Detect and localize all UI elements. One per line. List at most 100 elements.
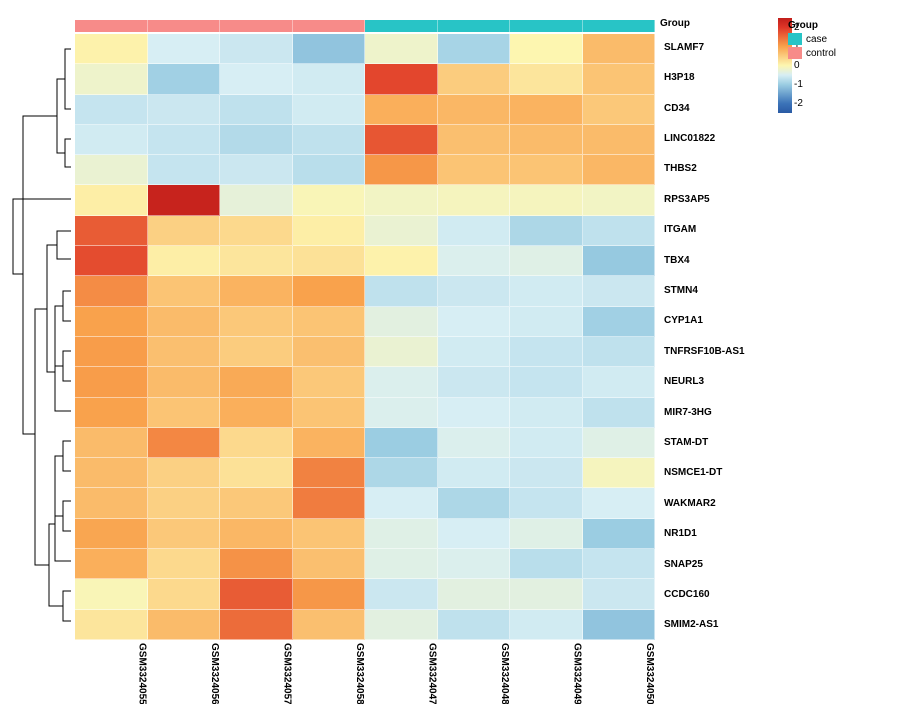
heatmap-cell bbox=[293, 458, 366, 488]
heatmap-cell bbox=[75, 125, 148, 155]
heatmap-cell bbox=[220, 367, 293, 397]
heatmap-cell bbox=[510, 155, 583, 185]
heatmap-cell bbox=[365, 398, 438, 428]
heatmap-cell bbox=[510, 367, 583, 397]
heatmap-cell bbox=[220, 337, 293, 367]
row-label: NR1D1 bbox=[660, 519, 770, 549]
heatmap-row bbox=[75, 428, 655, 458]
heatmap-cell bbox=[293, 216, 366, 246]
heatmap-row bbox=[75, 155, 655, 185]
heatmap-figure: Group SLAMF7H3P18CD34LINC01822THBS2RPS3A… bbox=[0, 0, 900, 700]
heatmap-cell bbox=[220, 610, 293, 640]
dendro-branch bbox=[57, 231, 71, 259]
heatmap-cell bbox=[365, 246, 438, 276]
heatmap-row bbox=[75, 579, 655, 609]
heatmap-cell bbox=[293, 276, 366, 306]
row-dendrogram bbox=[5, 34, 73, 640]
heatmap-cell bbox=[75, 185, 148, 215]
heatmap-cell bbox=[365, 307, 438, 337]
column-labels: GSM3324055GSM3324056GSM3324057GSM3324058… bbox=[75, 645, 655, 700]
heatmap-cell bbox=[293, 337, 366, 367]
heatmap-cell bbox=[220, 246, 293, 276]
heatmap-cell bbox=[510, 185, 583, 215]
heatmap-cell bbox=[220, 428, 293, 458]
heatmap-cell bbox=[220, 307, 293, 337]
heatmap-row bbox=[75, 95, 655, 125]
heatmap-cell bbox=[438, 519, 511, 549]
colorbar-tick: 0 bbox=[794, 60, 800, 71]
heatmap-cell bbox=[365, 34, 438, 64]
heatmap-cell bbox=[583, 610, 656, 640]
heatmap-cell bbox=[148, 549, 221, 579]
heatmap-cell bbox=[148, 185, 221, 215]
dendro-branch bbox=[63, 441, 71, 471]
legend-item: control bbox=[788, 47, 888, 59]
heatmap-cell bbox=[148, 34, 221, 64]
heatmap-cell bbox=[293, 519, 366, 549]
heatmap-cell bbox=[293, 155, 366, 185]
row-label: SMIM2-AS1 bbox=[660, 610, 770, 640]
heatmap-cell bbox=[293, 367, 366, 397]
heatmap-cell bbox=[365, 549, 438, 579]
heatmap-cell bbox=[75, 216, 148, 246]
heatmap-cell bbox=[510, 34, 583, 64]
heatmap-cell bbox=[438, 367, 511, 397]
heatmap-row bbox=[75, 246, 655, 276]
dendro-branch bbox=[65, 49, 71, 109]
group-cell bbox=[148, 20, 221, 32]
heatmap-cell bbox=[510, 246, 583, 276]
heatmap-cell bbox=[438, 276, 511, 306]
heatmap-cell bbox=[75, 95, 148, 125]
heatmap-cell bbox=[510, 488, 583, 518]
heatmap-cell bbox=[365, 458, 438, 488]
heatmap-cell bbox=[365, 428, 438, 458]
row-label: RPS3AP5 bbox=[660, 184, 770, 214]
heatmap-cell bbox=[293, 488, 366, 518]
heatmap-row bbox=[75, 337, 655, 367]
heatmap-cell bbox=[438, 428, 511, 458]
heatmap-cell bbox=[438, 337, 511, 367]
heatmap-cell bbox=[510, 307, 583, 337]
heatmap-cell bbox=[510, 64, 583, 94]
heatmap-cell bbox=[148, 519, 221, 549]
heatmap-row bbox=[75, 610, 655, 640]
heatmap-row bbox=[75, 307, 655, 337]
heatmap-cell bbox=[75, 367, 148, 397]
column-label: GSM3324049 bbox=[510, 645, 583, 700]
group-legend: Group case control bbox=[788, 20, 888, 61]
heatmap-cell bbox=[75, 307, 148, 337]
dendro-branch bbox=[55, 456, 63, 516]
heatmap-cell bbox=[438, 64, 511, 94]
dendro-branch bbox=[65, 139, 71, 167]
heatmap-cell bbox=[583, 519, 656, 549]
legend-label: case bbox=[806, 34, 827, 45]
heatmap-cell bbox=[293, 34, 366, 64]
group-cell bbox=[75, 20, 148, 32]
heatmap-cell bbox=[365, 125, 438, 155]
heatmap-cell bbox=[510, 549, 583, 579]
heatmap-cell bbox=[220, 64, 293, 94]
group-cell bbox=[220, 20, 293, 32]
heatmap-row bbox=[75, 458, 655, 488]
dendro-branch bbox=[23, 116, 57, 434]
heatmap-cell bbox=[365, 95, 438, 125]
row-label: MIR7-3HG bbox=[660, 397, 770, 427]
heatmap-cell bbox=[583, 95, 656, 125]
heatmap-cell bbox=[75, 519, 148, 549]
legend-title: Group bbox=[788, 20, 888, 31]
heatmap-cell bbox=[583, 428, 656, 458]
heatmap-cell bbox=[510, 337, 583, 367]
heatmap-cell bbox=[148, 488, 221, 518]
column-label: GSM3324048 bbox=[438, 645, 511, 700]
heatmap-cell bbox=[438, 95, 511, 125]
heatmap-cell bbox=[148, 337, 221, 367]
heatmap-row bbox=[75, 34, 655, 64]
heatmap-cell bbox=[148, 125, 221, 155]
heatmap-cell bbox=[148, 579, 221, 609]
heatmap-cell bbox=[510, 610, 583, 640]
heatmap-cell bbox=[293, 185, 366, 215]
row-label: WAKMAR2 bbox=[660, 488, 770, 518]
heatmap-cell bbox=[293, 125, 366, 155]
heatmap-cell bbox=[220, 125, 293, 155]
heatmap-cell bbox=[220, 95, 293, 125]
